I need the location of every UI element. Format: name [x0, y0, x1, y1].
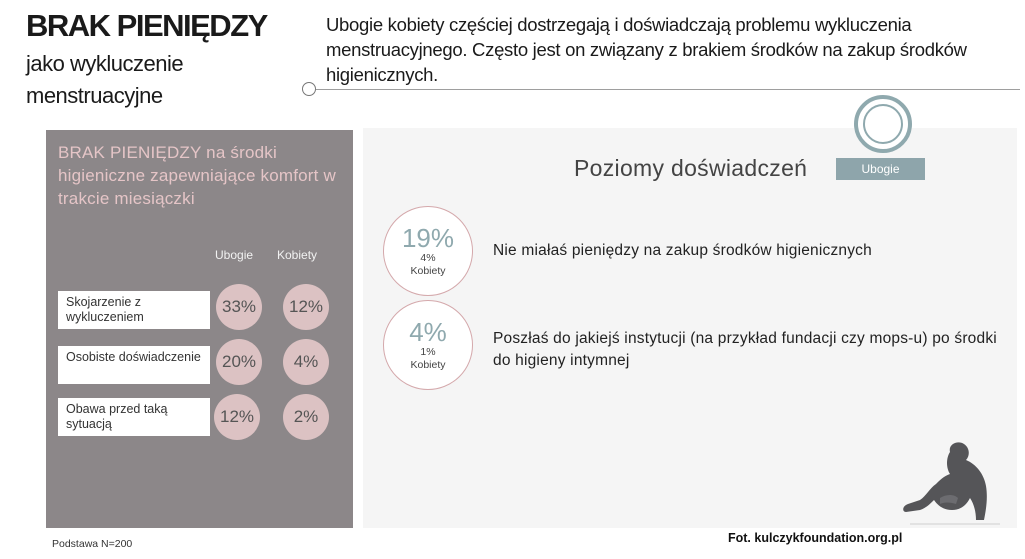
experience-statement: Nie miałaś pieniędzy na zakup środków hi… — [493, 242, 872, 259]
column-header-ubogie: Ubogie — [215, 248, 254, 262]
stat-sub-value: 1% — [420, 346, 436, 358]
experience-stat-circle: 4% 1% Kobiety — [383, 300, 473, 390]
ring-decoration-icon — [854, 95, 912, 153]
row-label-association: Skojarzenie z wykluczeniem — [58, 291, 210, 329]
experience-stat-circle: 19% 4% Kobiety — [383, 206, 473, 296]
row-label-personal-experience: Osobiste doświadczenie — [58, 346, 210, 384]
header-divider — [316, 89, 1020, 90]
stat-sub-label: Kobiety — [410, 265, 446, 277]
money-shortage-panel: BRAK PIENIĘDZY na środki higieniczne zap… — [46, 130, 353, 528]
stat-value: 4% — [409, 317, 447, 347]
page-subtitle: jako wykluczenie menstruacyjne — [26, 51, 184, 108]
stat-sub-value: 4% — [420, 252, 436, 264]
header-dot-icon — [302, 82, 316, 96]
value-circle-kobiety: 4% — [283, 339, 329, 385]
experience-statement: Poszłaś do jakiejś instytucji (na przykł… — [493, 330, 997, 369]
stat-sub-label: Kobiety — [410, 359, 446, 371]
experience-levels-title: Poziomy doświadczeń — [574, 155, 808, 181]
header-description: Ubogie kobiety częściej dostrzegają i do… — [326, 14, 967, 85]
row-label-fear: Obawa przed taką sytuacją — [58, 398, 210, 436]
photo-credit: Fot. kulczykfoundation.org.pl — [728, 531, 903, 545]
stat-value: 19% — [401, 223, 455, 253]
value-circle-ubogie: 12% — [214, 394, 260, 440]
ubogie-badge: Ubogie — [836, 158, 925, 180]
value-circle-kobiety: 12% — [283, 284, 329, 330]
value-circle-kobiety: 2% — [283, 394, 329, 440]
column-header-kobiety: Kobiety — [277, 248, 318, 262]
experience-levels-panel: Poziomy doświadczeń Ubogie 19% 4% Kobiet… — [363, 95, 1017, 528]
sitting-woman-silhouette-icon — [903, 442, 1000, 525]
value-circle-ubogie: 20% — [216, 339, 262, 385]
panel-heading: BRAK PIENIĘDZY na środki higieniczne zap… — [58, 143, 336, 208]
value-circle-ubogie: 33% — [216, 284, 262, 330]
base-note: Podstawa N=200 — [52, 538, 133, 550]
page-title: BRAK PIENIĘDZY — [26, 8, 268, 43]
